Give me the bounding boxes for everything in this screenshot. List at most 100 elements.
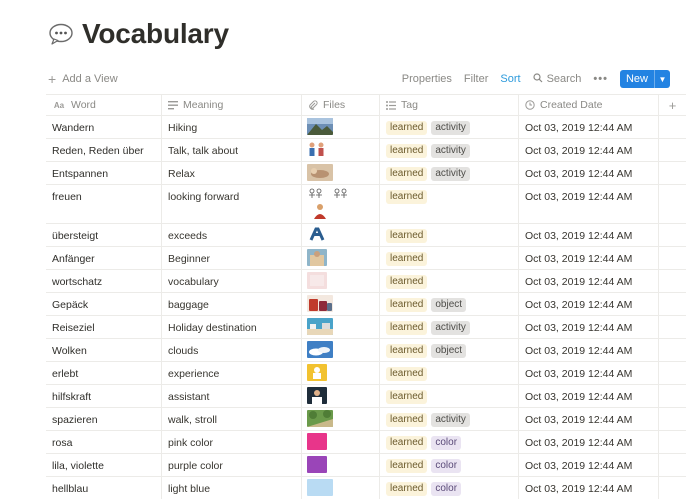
meaning-cell[interactable]: looking forward: [162, 185, 302, 223]
word-cell[interactable]: hellblau: [46, 477, 162, 499]
page-title[interactable]: Vocabulary: [82, 18, 229, 49]
word-cell[interactable]: Wandern: [46, 116, 162, 138]
file-thumbnail[interactable]: [307, 410, 333, 427]
column-header-tag[interactable]: Tag: [380, 95, 519, 115]
files-cell[interactable]: [302, 454, 380, 476]
files-cell[interactable]: [302, 408, 380, 430]
files-cell[interactable]: [302, 431, 380, 453]
meaning-cell[interactable]: experience: [162, 362, 302, 384]
files-cell[interactable]: [302, 116, 380, 138]
meaning-cell[interactable]: Holiday destination: [162, 316, 302, 338]
table-row[interactable]: Gepäck baggage learned object Oct 03, 2019 1…: [46, 293, 686, 316]
word-cell[interactable]: Reiseziel: [46, 316, 162, 338]
files-cell[interactable]: [302, 270, 380, 292]
files-cell[interactable]: [302, 247, 380, 269]
files-cell[interactable]: [302, 385, 380, 407]
files-cell[interactable]: [302, 293, 380, 315]
file-thumbnail[interactable]: [307, 164, 333, 181]
meaning-cell[interactable]: vocabulary: [162, 270, 302, 292]
column-header-files[interactable]: Files: [302, 95, 380, 115]
files-cell[interactable]: [302, 362, 380, 384]
tag-cell[interactable]: learned activity: [380, 408, 519, 430]
file-thumbnail[interactable]: [307, 226, 327, 243]
file-thumbnail[interactable]: [307, 249, 327, 266]
tag-cell[interactable]: learned: [380, 385, 519, 407]
tag-cell[interactable]: learned: [380, 224, 519, 246]
column-header-created-date[interactable]: Created Date: [519, 95, 659, 115]
tag-cell[interactable]: learned activity: [380, 162, 519, 184]
word-cell[interactable]: rosa: [46, 431, 162, 453]
file-thumbnail[interactable]: [307, 341, 333, 358]
table-row[interactable]: Anfänger Beginner learned Oct 03, 2019 12:4…: [46, 247, 686, 270]
word-cell[interactable]: Gepäck: [46, 293, 162, 315]
file-thumbnail[interactable]: [307, 187, 353, 219]
tag-cell[interactable]: learned object: [380, 339, 519, 361]
tag-cell[interactable]: learned: [380, 270, 519, 292]
files-cell[interactable]: [302, 316, 380, 338]
file-thumbnail[interactable]: [307, 387, 327, 404]
table-row[interactable]: Entspannen Relax learned activity Oct 03, 20…: [46, 162, 686, 185]
word-cell[interactable]: Entspannen: [46, 162, 162, 184]
word-cell[interactable]: Wolken: [46, 339, 162, 361]
word-cell[interactable]: wortschatz: [46, 270, 162, 292]
table-row[interactable]: Wandern Hiking learned activity Oct 03, 2019…: [46, 116, 686, 139]
files-cell[interactable]: [302, 162, 380, 184]
file-thumbnail[interactable]: [307, 295, 333, 312]
file-thumbnail[interactable]: [307, 118, 333, 135]
add-view-button[interactable]: + Add a View: [48, 72, 118, 86]
meaning-cell[interactable]: assistant: [162, 385, 302, 407]
meaning-cell[interactable]: exceeds: [162, 224, 302, 246]
tag-cell[interactable]: learned color: [380, 477, 519, 499]
files-cell[interactable]: [302, 139, 380, 161]
tag-cell[interactable]: learned: [380, 362, 519, 384]
filter-button[interactable]: Filter: [463, 73, 489, 85]
meaning-cell[interactable]: purple color: [162, 454, 302, 476]
file-thumbnail[interactable]: [307, 479, 333, 496]
speech-bubble-icon[interactable]: [48, 21, 74, 47]
word-cell[interactable]: lila, violette: [46, 454, 162, 476]
file-thumbnail[interactable]: [307, 141, 327, 158]
meaning-cell[interactable]: clouds: [162, 339, 302, 361]
table-row[interactable]: Reden, Reden über Talk, talk about learned…: [46, 139, 686, 162]
meaning-cell[interactable]: walk, stroll: [162, 408, 302, 430]
file-thumbnail[interactable]: [307, 456, 327, 473]
tag-cell[interactable]: learned activity: [380, 116, 519, 138]
tag-cell[interactable]: learned: [380, 247, 519, 269]
meaning-cell[interactable]: Talk, talk about: [162, 139, 302, 161]
tag-cell[interactable]: learned color: [380, 431, 519, 453]
table-row[interactable]: lila, violette purple color learned color Oc…: [46, 454, 686, 477]
table-row[interactable]: Reiseziel Holiday destination learned activ…: [46, 316, 686, 339]
word-cell[interactable]: Anfänger: [46, 247, 162, 269]
table-row[interactable]: spazieren walk, stroll learned activity Oct …: [46, 408, 686, 431]
properties-button[interactable]: Properties: [401, 73, 452, 85]
files-cell[interactable]: [302, 339, 380, 361]
sort-button[interactable]: Sort: [500, 73, 521, 85]
meaning-cell[interactable]: Hiking: [162, 116, 302, 138]
tag-cell[interactable]: learned activity: [380, 139, 519, 161]
table-row[interactable]: hilfskraft assistant learned Oct 03, 2019 1…: [46, 385, 686, 408]
file-thumbnail[interactable]: [307, 272, 327, 289]
files-cell[interactable]: [302, 477, 380, 499]
word-cell[interactable]: freuen: [46, 185, 162, 223]
word-cell[interactable]: übersteigt: [46, 224, 162, 246]
word-cell[interactable]: hilfskraft: [46, 385, 162, 407]
table-row[interactable]: wortschatz vocabulary learned Oct 03, 2019 …: [46, 270, 686, 293]
meaning-cell[interactable]: pink color: [162, 431, 302, 453]
file-thumbnail[interactable]: [307, 364, 327, 381]
files-cell[interactable]: [302, 185, 380, 223]
word-cell[interactable]: erlebt: [46, 362, 162, 384]
file-thumbnail[interactable]: [307, 318, 333, 335]
tag-cell[interactable]: learned activity: [380, 316, 519, 338]
meaning-cell[interactable]: light blue: [162, 477, 302, 499]
meaning-cell[interactable]: Beginner: [162, 247, 302, 269]
word-cell[interactable]: Reden, Reden über: [46, 139, 162, 161]
files-cell[interactable]: [302, 224, 380, 246]
word-cell[interactable]: spazieren: [46, 408, 162, 430]
more-options-icon[interactable]: •••: [593, 73, 608, 85]
table-row[interactable]: Wolken clouds learned object Oct 03, 2019 12…: [46, 339, 686, 362]
table-row[interactable]: erlebt experience learned Oct 03, 2019 12:4…: [46, 362, 686, 385]
tag-cell[interactable]: learned color: [380, 454, 519, 476]
chevron-down-icon[interactable]: ▼: [654, 70, 670, 88]
table-row[interactable]: übersteigt exceeds learned Oct 03, 2019 12:…: [46, 224, 686, 247]
meaning-cell[interactable]: baggage: [162, 293, 302, 315]
